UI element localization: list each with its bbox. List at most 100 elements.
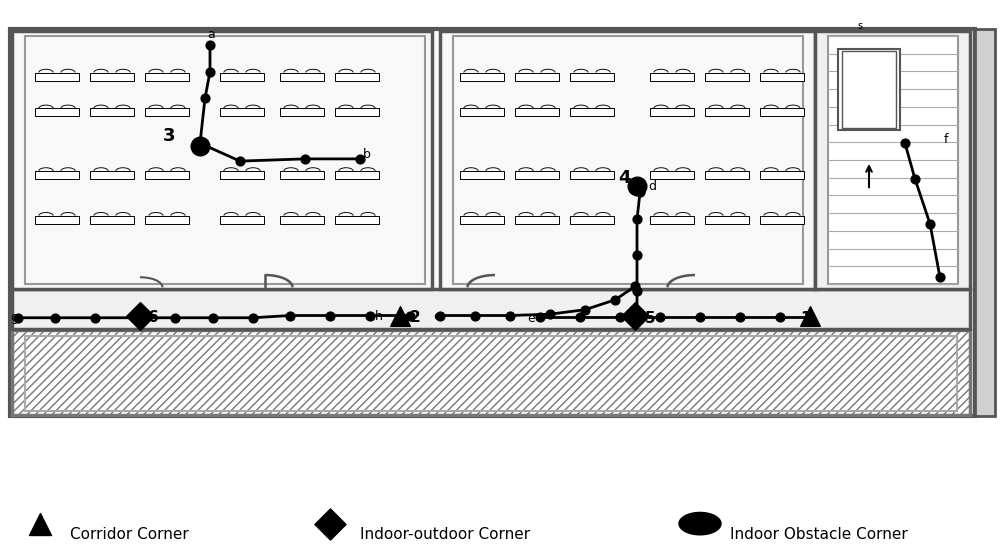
Ellipse shape [679, 513, 721, 535]
Bar [280, 171, 324, 179]
Bar [12, 31, 432, 289]
Point [192, 139, 208, 147]
Point [629, 311, 645, 320]
Bar [35, 216, 79, 224]
Bar [90, 108, 134, 116]
Point [532, 313, 548, 322]
Bar [280, 108, 324, 116]
Point [907, 175, 923, 183]
Point [432, 311, 448, 320]
Text: 2: 2 [410, 310, 421, 325]
Bar [760, 108, 804, 116]
Text: 3: 3 [163, 127, 176, 145]
Bar [460, 73, 504, 81]
Point [32, 519, 48, 528]
Text: 5: 5 [645, 311, 656, 326]
Point [632, 188, 648, 197]
Bar [705, 216, 749, 224]
Point [197, 94, 213, 103]
Bar [570, 216, 614, 224]
Text: 6: 6 [148, 310, 159, 325]
Bar [220, 108, 264, 116]
Bar [570, 108, 614, 116]
Bar [975, 29, 995, 416]
Point [10, 313, 26, 322]
Point [922, 219, 938, 228]
Bar [705, 171, 749, 179]
Bar [515, 73, 559, 81]
Bar [220, 216, 264, 224]
Point [932, 273, 948, 282]
Point [352, 155, 368, 163]
Point [47, 313, 63, 322]
Bar [650, 73, 694, 81]
Bar [335, 216, 379, 224]
Text: f: f [944, 133, 948, 146]
Point [629, 251, 645, 259]
Bar [280, 73, 324, 81]
Bar [842, 51, 896, 128]
Bar [145, 216, 189, 224]
Bar [838, 49, 900, 130]
Point [572, 313, 588, 322]
Bar [760, 216, 804, 224]
Point [652, 313, 668, 322]
Point [629, 181, 645, 190]
Bar [460, 171, 504, 179]
Bar [10, 29, 975, 416]
Bar [35, 171, 79, 179]
Point [127, 313, 143, 322]
Bar [828, 36, 958, 284]
Point [245, 313, 261, 322]
Point [362, 311, 378, 320]
Text: h: h [375, 310, 383, 323]
Bar [570, 73, 614, 81]
Point [87, 313, 103, 322]
Point [132, 311, 148, 320]
Bar [650, 108, 694, 116]
Point [167, 313, 183, 322]
Bar [145, 73, 189, 81]
Bar [453, 36, 803, 284]
Point [772, 313, 788, 322]
Text: g: g [10, 311, 18, 324]
Bar [90, 171, 134, 179]
Text: d: d [648, 180, 656, 193]
Bar [90, 216, 134, 224]
Bar [705, 108, 749, 116]
Bar [145, 108, 189, 116]
Text: e: e [527, 312, 535, 325]
Bar [220, 73, 264, 81]
Point [577, 305, 593, 314]
Bar [335, 108, 379, 116]
Point [802, 311, 818, 320]
Bar [90, 73, 134, 81]
Point [232, 157, 248, 165]
Text: a: a [207, 28, 215, 41]
Bar [35, 108, 79, 116]
Point [897, 139, 913, 147]
Point [607, 295, 623, 304]
Point [692, 313, 708, 322]
Bar [515, 216, 559, 224]
Point [205, 313, 221, 322]
Point [732, 313, 748, 322]
Text: Indoor-outdoor Corner: Indoor-outdoor Corner [360, 527, 530, 542]
Point [402, 311, 418, 320]
Point [322, 311, 338, 320]
Point [502, 311, 518, 320]
Point [192, 142, 208, 151]
Bar [12, 330, 970, 416]
Text: c: c [433, 310, 440, 323]
Bar [220, 171, 264, 179]
Bar [335, 171, 379, 179]
Bar [705, 73, 749, 81]
Text: Indoor Obstacle Corner: Indoor Obstacle Corner [730, 527, 908, 542]
Point [802, 313, 818, 322]
Point [612, 313, 628, 322]
Point [629, 287, 645, 295]
Text: 1: 1 [800, 311, 810, 326]
Bar [515, 108, 559, 116]
Bar [35, 73, 79, 81]
Bar [145, 171, 189, 179]
